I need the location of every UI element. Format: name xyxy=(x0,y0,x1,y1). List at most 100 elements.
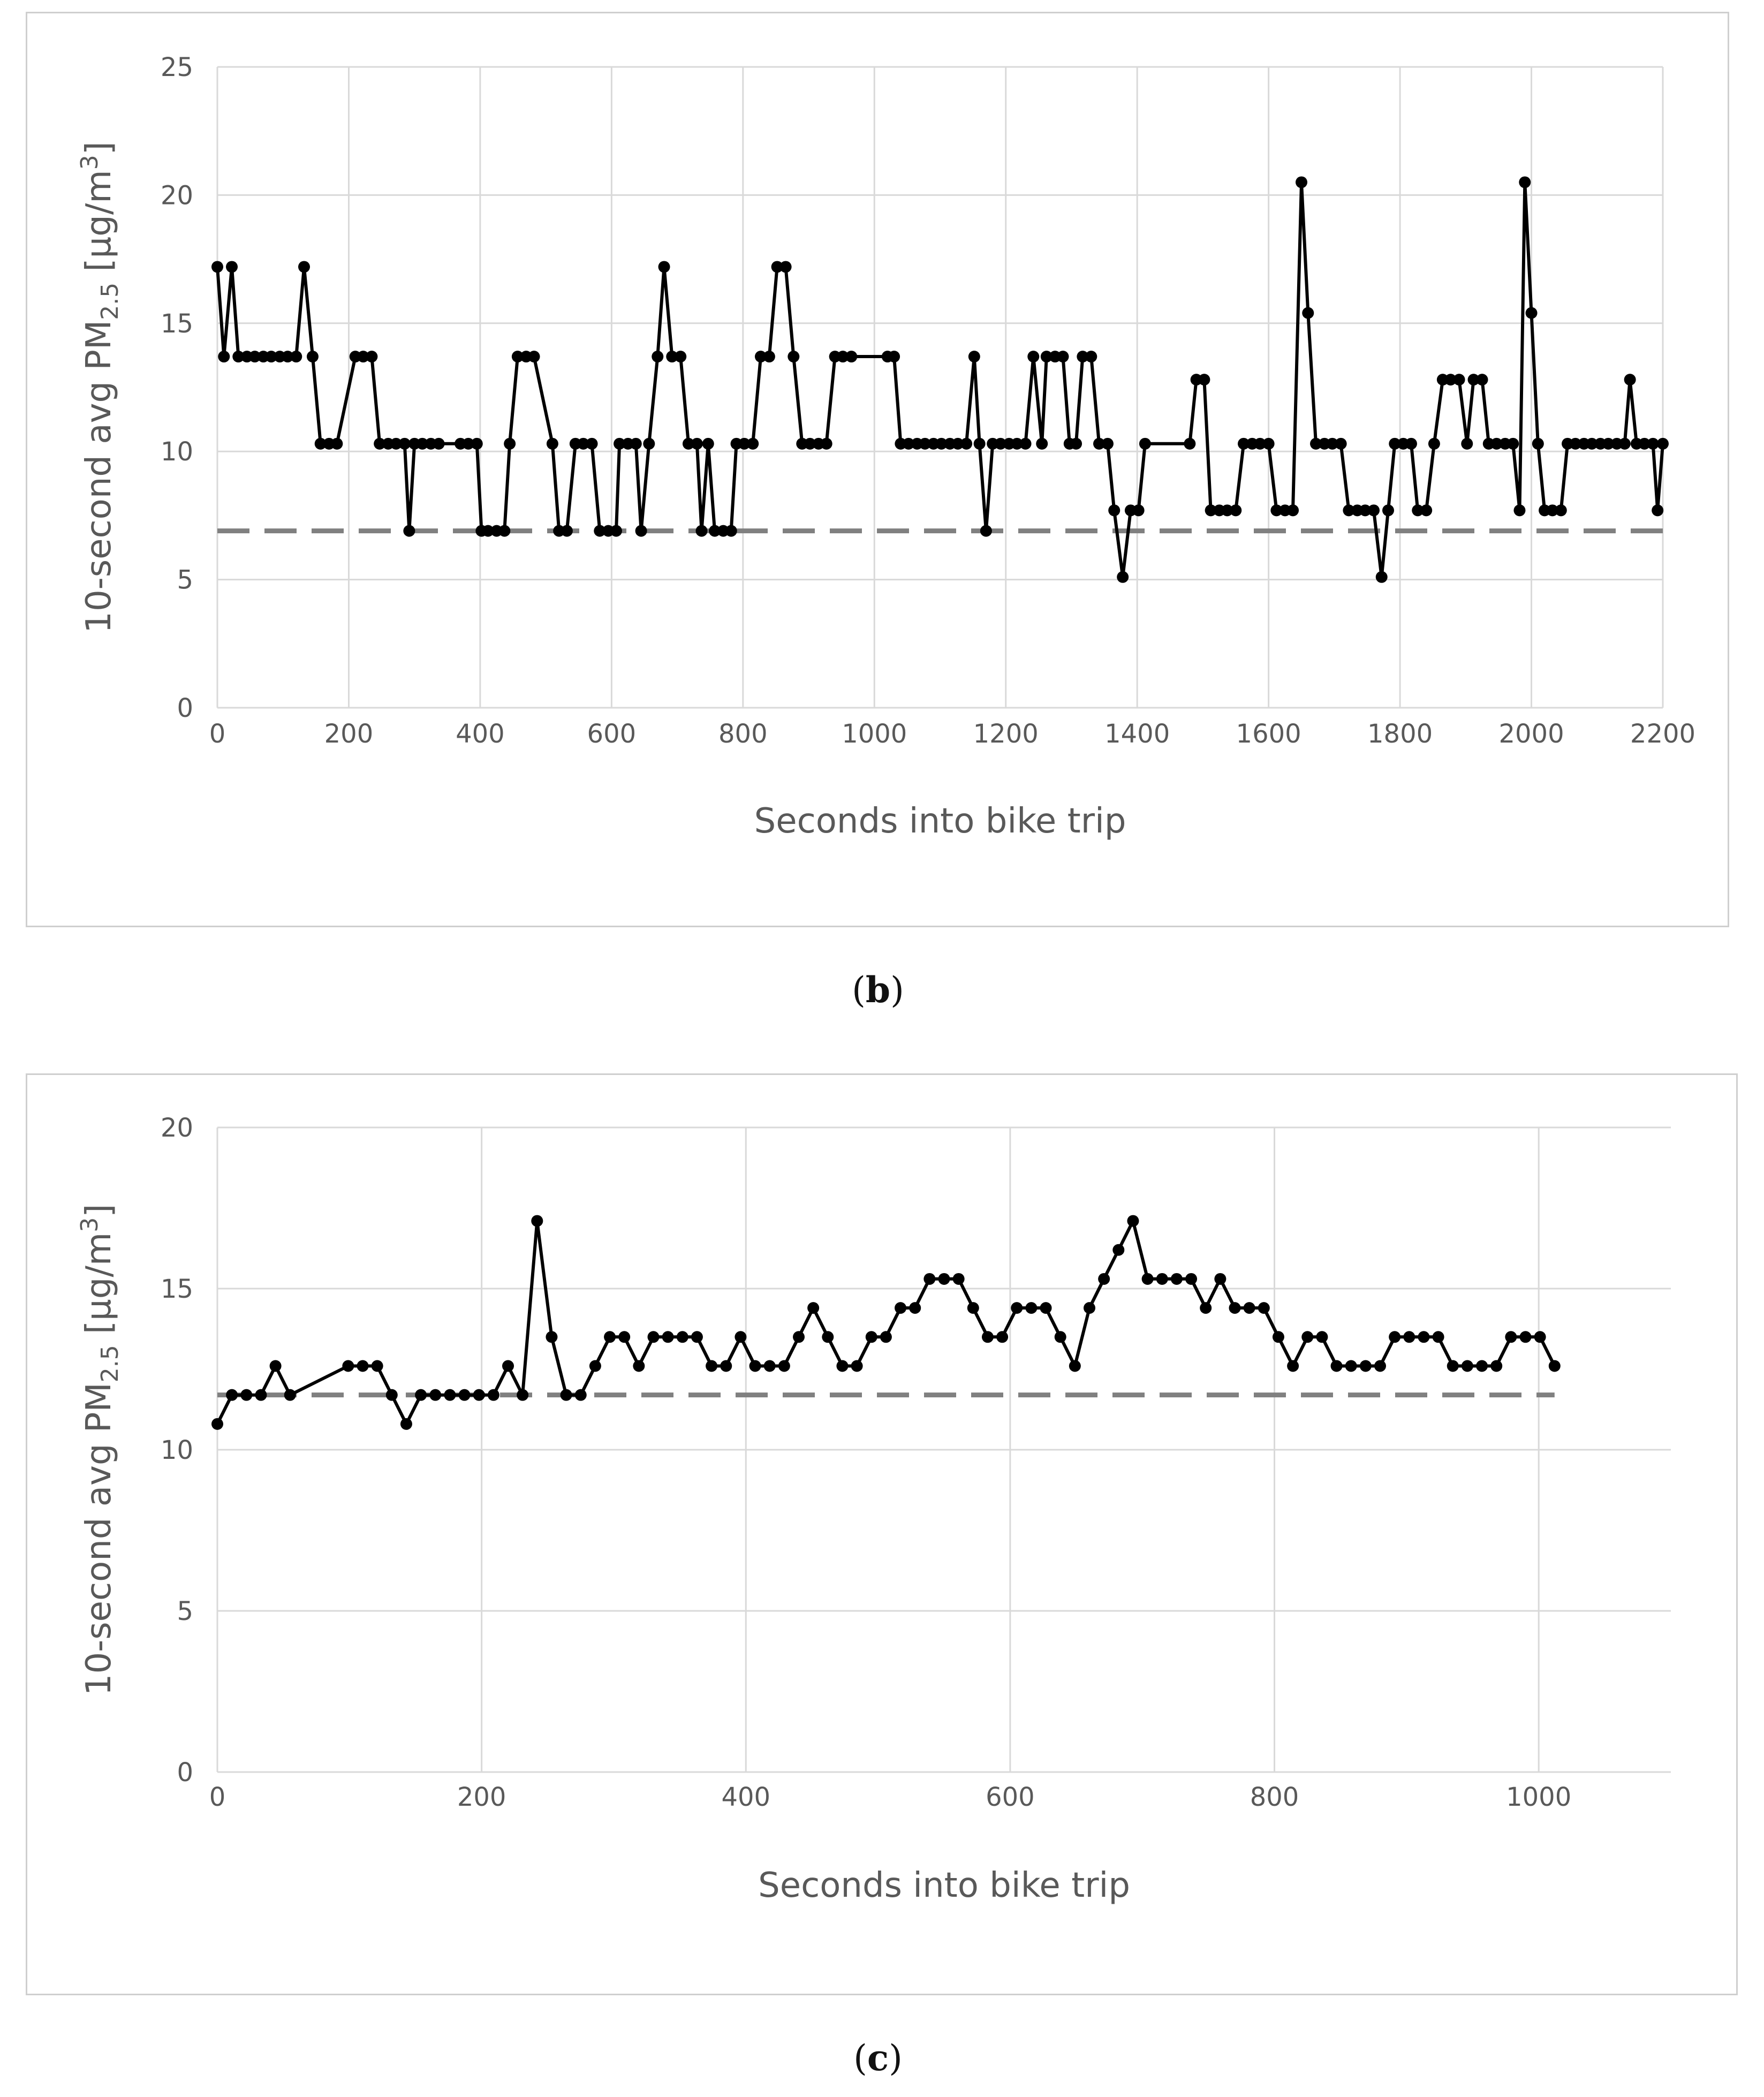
data-point xyxy=(1205,504,1217,517)
y-tick-label: 5 xyxy=(177,565,193,595)
data-point xyxy=(1532,437,1544,450)
data-point xyxy=(487,1389,499,1401)
data-point xyxy=(747,437,759,450)
data-point xyxy=(895,1302,907,1314)
data-point xyxy=(255,1389,267,1401)
data-point xyxy=(635,525,647,537)
data-point xyxy=(400,1418,412,1430)
x-axis-title: Seconds into bike trip xyxy=(754,801,1126,841)
data-point xyxy=(630,437,642,450)
data-point xyxy=(837,351,849,363)
y-tick-label: 20 xyxy=(161,1113,193,1143)
y-axis-title: 10-second avg PM2.5 [µg/m3] xyxy=(76,1204,124,1696)
data-point xyxy=(980,525,992,537)
data-point xyxy=(1375,571,1388,583)
x-tick-label: 1000 xyxy=(842,719,907,749)
data-point xyxy=(398,437,411,450)
data-point xyxy=(763,351,775,363)
data-point xyxy=(614,437,626,450)
data-point xyxy=(1389,1331,1401,1343)
data-point xyxy=(561,525,573,537)
data-point xyxy=(577,437,589,450)
chart-b-svg: 0 5 10 15 20 25 0 200 400 600 800 1000 1200 1400 1600 1… xyxy=(76,52,1695,841)
data-point xyxy=(1185,1273,1198,1285)
data-point xyxy=(226,1389,238,1401)
y-axis-title-unit-close: ] xyxy=(79,141,119,155)
data-point xyxy=(594,525,606,537)
data-point xyxy=(793,1331,805,1343)
caption-b: (b) xyxy=(852,969,904,1011)
data-point xyxy=(1382,504,1394,517)
x-axis-title: Seconds into bike trip xyxy=(758,1866,1130,1905)
data-point xyxy=(1198,374,1210,386)
x-tick-label: 400 xyxy=(721,1782,770,1812)
data-point xyxy=(1432,1331,1444,1343)
data-point xyxy=(676,1331,688,1343)
x-tick-label: 0 xyxy=(209,719,226,749)
data-point xyxy=(1132,504,1145,517)
data-point xyxy=(1287,1360,1299,1372)
data-point xyxy=(240,1389,253,1401)
data-point xyxy=(968,351,980,363)
data-point xyxy=(960,437,973,450)
x-tick-label: 400 xyxy=(456,719,505,749)
chart-panel-b: 0 5 10 15 20 25 0 200 400 600 800 1000 1200 1400 1600 1… xyxy=(26,12,1729,927)
data-point xyxy=(473,1389,485,1401)
data-point xyxy=(1127,1215,1139,1227)
x-tick-label: 800 xyxy=(718,719,768,749)
data-point xyxy=(1070,437,1082,450)
data-point xyxy=(1085,351,1097,363)
data-point xyxy=(265,351,277,363)
data-point xyxy=(763,1360,776,1372)
data-point xyxy=(1040,351,1053,363)
x-tick-label: 1800 xyxy=(1367,719,1433,749)
data-point xyxy=(1519,1331,1532,1343)
data-point xyxy=(695,525,708,537)
data-point xyxy=(1359,1360,1372,1372)
y-axis-title-unit: [µg/m xyxy=(79,170,119,283)
data-point xyxy=(1117,571,1129,583)
data-point xyxy=(1054,1331,1066,1343)
data-point xyxy=(822,1331,834,1343)
data-point xyxy=(996,1331,1009,1343)
data-point xyxy=(1555,504,1567,517)
data-point xyxy=(511,351,524,363)
data-point xyxy=(531,1215,543,1227)
data-point xyxy=(1513,504,1526,517)
data-point xyxy=(1093,437,1105,450)
y-tick-label: 10 xyxy=(161,437,193,467)
data-point xyxy=(390,437,402,450)
data-point xyxy=(471,437,483,450)
data-point xyxy=(1101,437,1114,450)
data-point xyxy=(691,1331,703,1343)
data-point xyxy=(1027,351,1040,363)
data-point xyxy=(403,525,415,537)
data-point xyxy=(807,1302,820,1314)
data-point xyxy=(709,525,721,537)
data-point xyxy=(1505,1331,1517,1343)
data-point xyxy=(371,1360,383,1372)
data-point xyxy=(366,351,378,363)
data-point xyxy=(682,437,694,450)
data-point xyxy=(880,1331,892,1343)
data-point xyxy=(1139,437,1151,450)
data-point xyxy=(1519,176,1531,188)
data-point xyxy=(779,261,792,273)
y-axis-title-subscript: 2.5 xyxy=(96,1345,124,1382)
data-point xyxy=(788,351,800,363)
data-point xyxy=(1546,504,1558,517)
data-point xyxy=(1412,504,1424,517)
data-point xyxy=(1230,504,1242,517)
data-point xyxy=(282,351,294,363)
data-point xyxy=(433,437,445,450)
data-point xyxy=(706,1360,718,1372)
y-axis-title-main: 10-second avg PM xyxy=(79,320,119,633)
data-point xyxy=(754,351,767,363)
x-tick-label: 2200 xyxy=(1630,719,1695,749)
data-point xyxy=(1335,437,1347,450)
data-point xyxy=(952,1273,965,1285)
data-point xyxy=(1602,437,1615,450)
data-point xyxy=(1221,504,1233,517)
data-point xyxy=(357,351,369,363)
data-point xyxy=(1534,1331,1546,1343)
